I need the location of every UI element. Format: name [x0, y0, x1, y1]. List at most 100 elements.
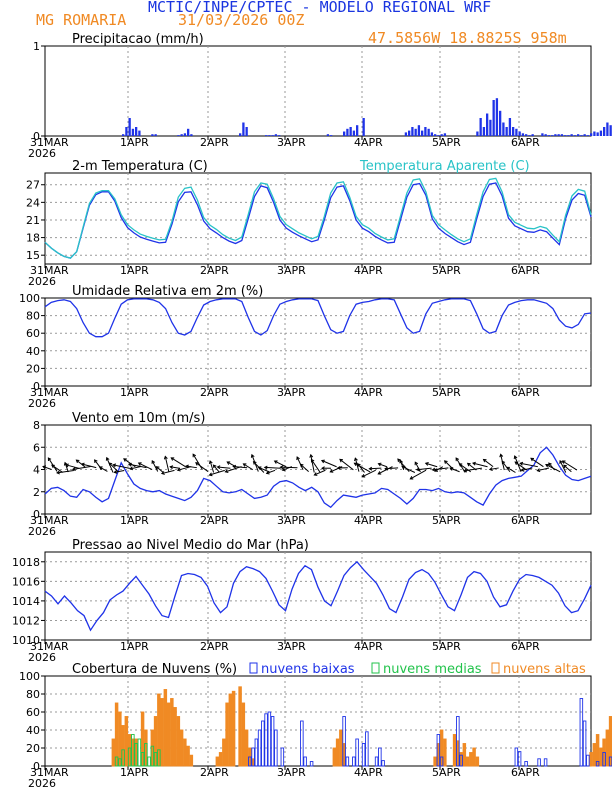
- cloud-bar-nuvens-altas: [443, 738, 447, 767]
- chart-main-title: MCTIC/INPE/CPTEC - MODELO REGIONAL WRF: [148, 0, 492, 16]
- wind-arrow-head: [424, 462, 429, 466]
- cloud-bar-nuvens-altas: [589, 752, 593, 767]
- x-year-label: 2026: [28, 777, 56, 790]
- cloud-bar-nuvens-baixas: [303, 756, 307, 767]
- panel-frame: [44, 551, 592, 641]
- wind-arrow-head: [415, 467, 420, 472]
- wind-arrow-head: [279, 465, 284, 470]
- x-tick-label: 31MAR: [30, 386, 69, 399]
- precip-bar: [326, 134, 330, 136]
- cloud-bar-nuvens-baixas: [270, 716, 275, 767]
- y-tick-label: 21: [26, 214, 40, 227]
- x-tick-label: 6APR: [511, 136, 540, 149]
- wind-arrow: [425, 462, 438, 468]
- y-tick-label: 24: [26, 196, 40, 209]
- y-tick-label: 40: [26, 345, 40, 358]
- panel-title: Pressao ao Nivel Medio do Mar (hPa): [72, 538, 309, 553]
- cloud-bar-nuvens-altas: [111, 738, 116, 767]
- y-tick-label: 1012: [12, 614, 40, 627]
- x-tick-label: 1APR: [120, 136, 149, 149]
- precip-bar: [596, 132, 599, 136]
- wind-arrow-head: [519, 461, 524, 466]
- wind-arrow-head: [368, 466, 373, 471]
- precip-bar: [408, 130, 411, 136]
- wind-arrow-head: [414, 461, 419, 466]
- wind-arrow-head: [401, 465, 406, 470]
- wind-arrow: [385, 467, 399, 470]
- y-tick-label: 1018: [12, 556, 40, 569]
- precip-bar: [271, 135, 274, 136]
- wind-arrow: [530, 457, 544, 468]
- precip-bar: [245, 127, 248, 136]
- series-line-temperatura: [44, 182, 592, 259]
- precip-bar: [515, 128, 518, 136]
- cloud-bar-nuvens-medias: [118, 758, 122, 767]
- wind-arrow-head: [51, 464, 55, 469]
- precip-bar: [424, 127, 427, 136]
- precip-bar: [349, 127, 352, 136]
- cloud-bar-nuvens-altas: [173, 707, 177, 767]
- x-tick-label: 4APR: [354, 136, 383, 149]
- wind-arrow-head: [449, 467, 454, 471]
- cloud-bar-nuvens-altas: [231, 690, 236, 767]
- cloud-bar-nuvens-baixas: [355, 738, 359, 767]
- y-tick-label: 0: [33, 130, 40, 143]
- precip-bar: [609, 125, 612, 136]
- x-tick-label: 31MAR: [30, 766, 69, 779]
- wind-arrow: [114, 469, 125, 473]
- cloud-bar-nuvens-altas: [472, 747, 476, 767]
- x-year-label: 2026: [28, 651, 56, 664]
- wind-arrow: [138, 462, 153, 471]
- panel-frame: [44, 45, 592, 137]
- cloud-bar-nuvens-baixas: [459, 754, 463, 767]
- panel-pressure: 1010 1012 1014 1016 1018 31MAR 1APR 2APR 3APR 4AP…: [12, 538, 592, 664]
- y-tick-label: 80: [26, 688, 40, 701]
- wind-arrow-head: [520, 467, 525, 472]
- cloud-bar-nuvens-medias: [131, 734, 135, 767]
- x-tick-label: 1APR: [120, 766, 149, 779]
- wind-arrow-head: [321, 466, 325, 471]
- panel-temperature: 15 18 21 24 27 31MAR 1APR 2APR 3APR 4APR 5APR 6APR 2…: [26, 159, 592, 288]
- wind-arrow-head: [169, 465, 174, 470]
- x-tick-label: 6APR: [511, 640, 540, 653]
- wind-arrow-head: [377, 471, 382, 475]
- wind-arrow-head: [536, 468, 541, 473]
- wind-arrow: [266, 469, 276, 474]
- x-tick-label: 1APR: [120, 386, 149, 399]
- legend-label-nuvens-medias: nuvens medias: [383, 662, 482, 677]
- cloud-bar-nuvens-altas: [118, 711, 122, 767]
- cloud-bar-nuvens-altas: [469, 752, 473, 767]
- wind-arrow-head: [354, 457, 358, 462]
- cloud-bar-nuvens-baixas: [579, 698, 584, 767]
- cloud-bar-nuvens-altas: [332, 747, 337, 767]
- precip-bar: [505, 127, 508, 136]
- x-year-label: 2026: [28, 397, 56, 410]
- wind-arrow: [401, 466, 416, 473]
- precip-bar: [135, 127, 138, 136]
- cloud-bar-nuvens-baixas: [257, 729, 262, 767]
- wind-arrow-head: [384, 466, 389, 471]
- x-tick-label: 5APR: [432, 514, 461, 527]
- x-year-label: 2026: [28, 275, 56, 288]
- cloud-bar-nuvens-baixas: [582, 720, 587, 767]
- cloud-bar-nuvens-altas: [592, 743, 597, 767]
- precip-bar: [495, 98, 499, 136]
- wind-arrow: [209, 469, 225, 476]
- cloud-bar-nuvens-medias: [121, 749, 125, 767]
- cloud-bar-nuvens-altas: [124, 716, 129, 767]
- wind-arrow-head: [265, 470, 270, 475]
- wind-arrow: [416, 467, 432, 471]
- cloud-bar-nuvens-altas: [114, 702, 119, 767]
- y-tick-label: 0: [33, 508, 40, 521]
- x-tick-label: 4APR: [354, 264, 383, 277]
- cloud-bar-nuvens-altas: [222, 738, 226, 767]
- y-tick-label: 40: [26, 724, 40, 737]
- wind-arrow-head: [127, 462, 132, 467]
- wind-arrow: [217, 466, 231, 469]
- wind-arrow: [410, 469, 427, 480]
- panel-clouds: 0 20 40 60 80 100 31MAR 1APR 2APR 3APR 4APR 5APR 6AP…: [19, 662, 612, 790]
- precip-bar: [525, 134, 528, 136]
- series-line-vento: [44, 446, 592, 509]
- x-tick-label: 31MAR: [30, 136, 69, 149]
